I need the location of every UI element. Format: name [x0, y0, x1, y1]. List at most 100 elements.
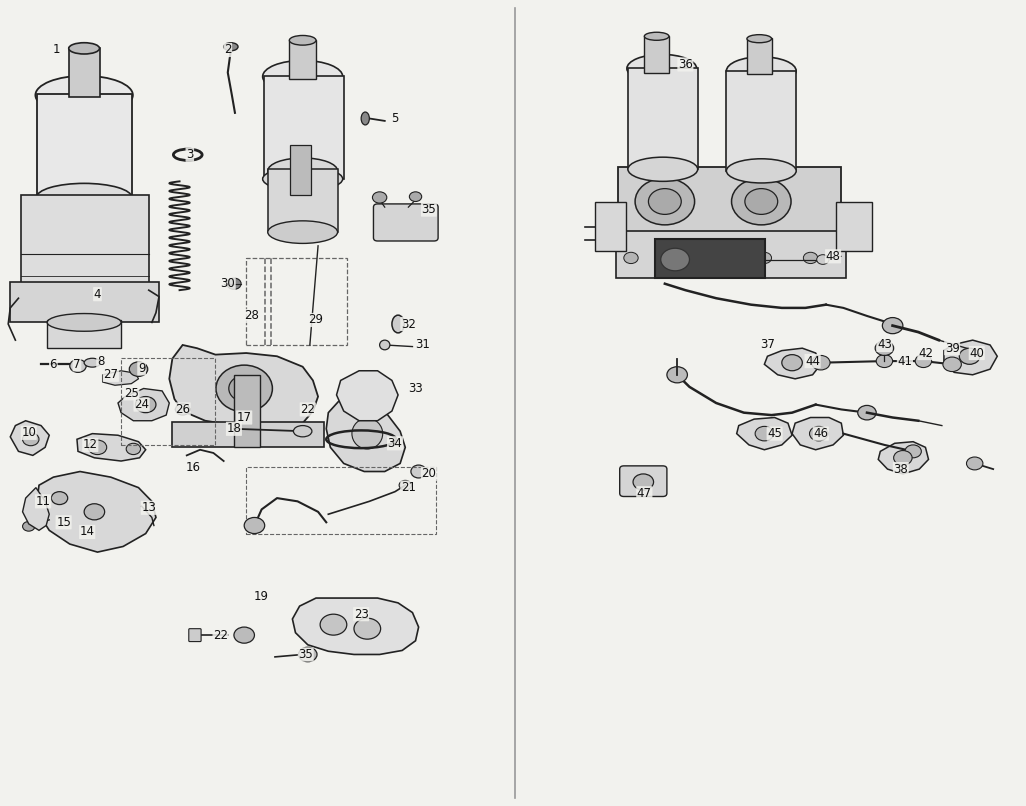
Circle shape	[372, 192, 387, 203]
Text: 35: 35	[422, 203, 436, 216]
Text: 16: 16	[186, 461, 200, 474]
Circle shape	[667, 367, 687, 383]
Text: 27: 27	[104, 368, 118, 381]
FancyBboxPatch shape	[189, 629, 201, 642]
Circle shape	[51, 492, 68, 505]
Text: 22: 22	[213, 629, 228, 642]
Bar	[47, 320, 121, 348]
Circle shape	[875, 341, 894, 355]
Text: 14: 14	[80, 526, 94, 538]
Text: 3: 3	[186, 148, 194, 161]
Bar	[264, 76, 344, 179]
Ellipse shape	[263, 60, 343, 93]
Circle shape	[129, 362, 148, 376]
Circle shape	[126, 443, 141, 455]
Bar	[628, 68, 698, 169]
Text: 1: 1	[52, 44, 61, 56]
Polygon shape	[292, 598, 419, 654]
Ellipse shape	[628, 157, 698, 181]
Circle shape	[782, 355, 802, 371]
Polygon shape	[23, 488, 49, 530]
Polygon shape	[36, 472, 156, 552]
Bar	[836, 202, 872, 251]
Bar	[21, 195, 149, 290]
Text: 19: 19	[254, 590, 269, 603]
Ellipse shape	[268, 221, 338, 243]
Polygon shape	[169, 345, 318, 427]
Polygon shape	[878, 442, 929, 474]
Ellipse shape	[215, 365, 272, 412]
Bar	[268, 169, 338, 232]
Bar	[290, 145, 311, 195]
Polygon shape	[944, 340, 997, 375]
Ellipse shape	[635, 178, 695, 225]
Text: 21: 21	[401, 481, 416, 494]
Text: 32: 32	[401, 318, 416, 330]
Text: 4: 4	[93, 288, 102, 301]
Text: 28: 28	[244, 310, 259, 322]
Ellipse shape	[361, 112, 369, 125]
Ellipse shape	[224, 43, 238, 51]
Ellipse shape	[627, 55, 697, 83]
Text: 45: 45	[767, 427, 782, 440]
Circle shape	[409, 192, 422, 202]
Text: 37: 37	[760, 339, 775, 351]
Ellipse shape	[380, 340, 390, 350]
Bar	[595, 202, 626, 251]
Text: 8: 8	[96, 355, 105, 368]
Circle shape	[354, 618, 381, 639]
Circle shape	[803, 252, 818, 264]
Text: 22: 22	[301, 403, 315, 416]
Circle shape	[23, 521, 35, 531]
Circle shape	[882, 318, 903, 334]
Circle shape	[244, 517, 265, 534]
Bar	[616, 231, 846, 278]
FancyBboxPatch shape	[620, 466, 667, 496]
Ellipse shape	[732, 178, 791, 225]
Circle shape	[943, 357, 961, 372]
Ellipse shape	[726, 159, 796, 183]
Text: 35: 35	[299, 648, 313, 661]
FancyBboxPatch shape	[655, 239, 765, 278]
Text: 17: 17	[237, 411, 251, 424]
Circle shape	[633, 474, 654, 490]
Polygon shape	[764, 348, 821, 379]
Bar	[747, 38, 772, 74]
Ellipse shape	[69, 43, 100, 54]
Circle shape	[320, 614, 347, 635]
Text: 36: 36	[678, 58, 693, 71]
Polygon shape	[10, 421, 49, 455]
Circle shape	[810, 426, 828, 441]
Polygon shape	[737, 418, 792, 450]
Text: 6: 6	[49, 358, 57, 371]
Bar	[10, 282, 159, 322]
Bar	[69, 48, 100, 97]
Text: 18: 18	[227, 422, 241, 435]
Bar	[234, 375, 260, 447]
Ellipse shape	[352, 418, 383, 449]
Circle shape	[624, 252, 638, 264]
Text: 31: 31	[416, 339, 430, 351]
Text: 30: 30	[221, 277, 235, 290]
Ellipse shape	[289, 35, 316, 45]
Circle shape	[959, 348, 980, 364]
Circle shape	[894, 451, 912, 465]
Circle shape	[876, 355, 893, 368]
Ellipse shape	[293, 426, 312, 437]
Polygon shape	[118, 388, 169, 421]
Circle shape	[817, 255, 829, 264]
Bar	[172, 422, 324, 447]
Circle shape	[661, 248, 689, 271]
Bar	[37, 94, 132, 197]
Circle shape	[175, 404, 190, 415]
Ellipse shape	[37, 184, 131, 212]
Text: 47: 47	[637, 487, 652, 500]
Ellipse shape	[648, 189, 681, 214]
Text: 25: 25	[124, 387, 139, 400]
Ellipse shape	[35, 76, 133, 114]
Ellipse shape	[399, 480, 411, 490]
Text: 44: 44	[805, 355, 820, 368]
Circle shape	[227, 278, 241, 289]
Polygon shape	[792, 418, 843, 450]
Text: 24: 24	[134, 398, 149, 411]
